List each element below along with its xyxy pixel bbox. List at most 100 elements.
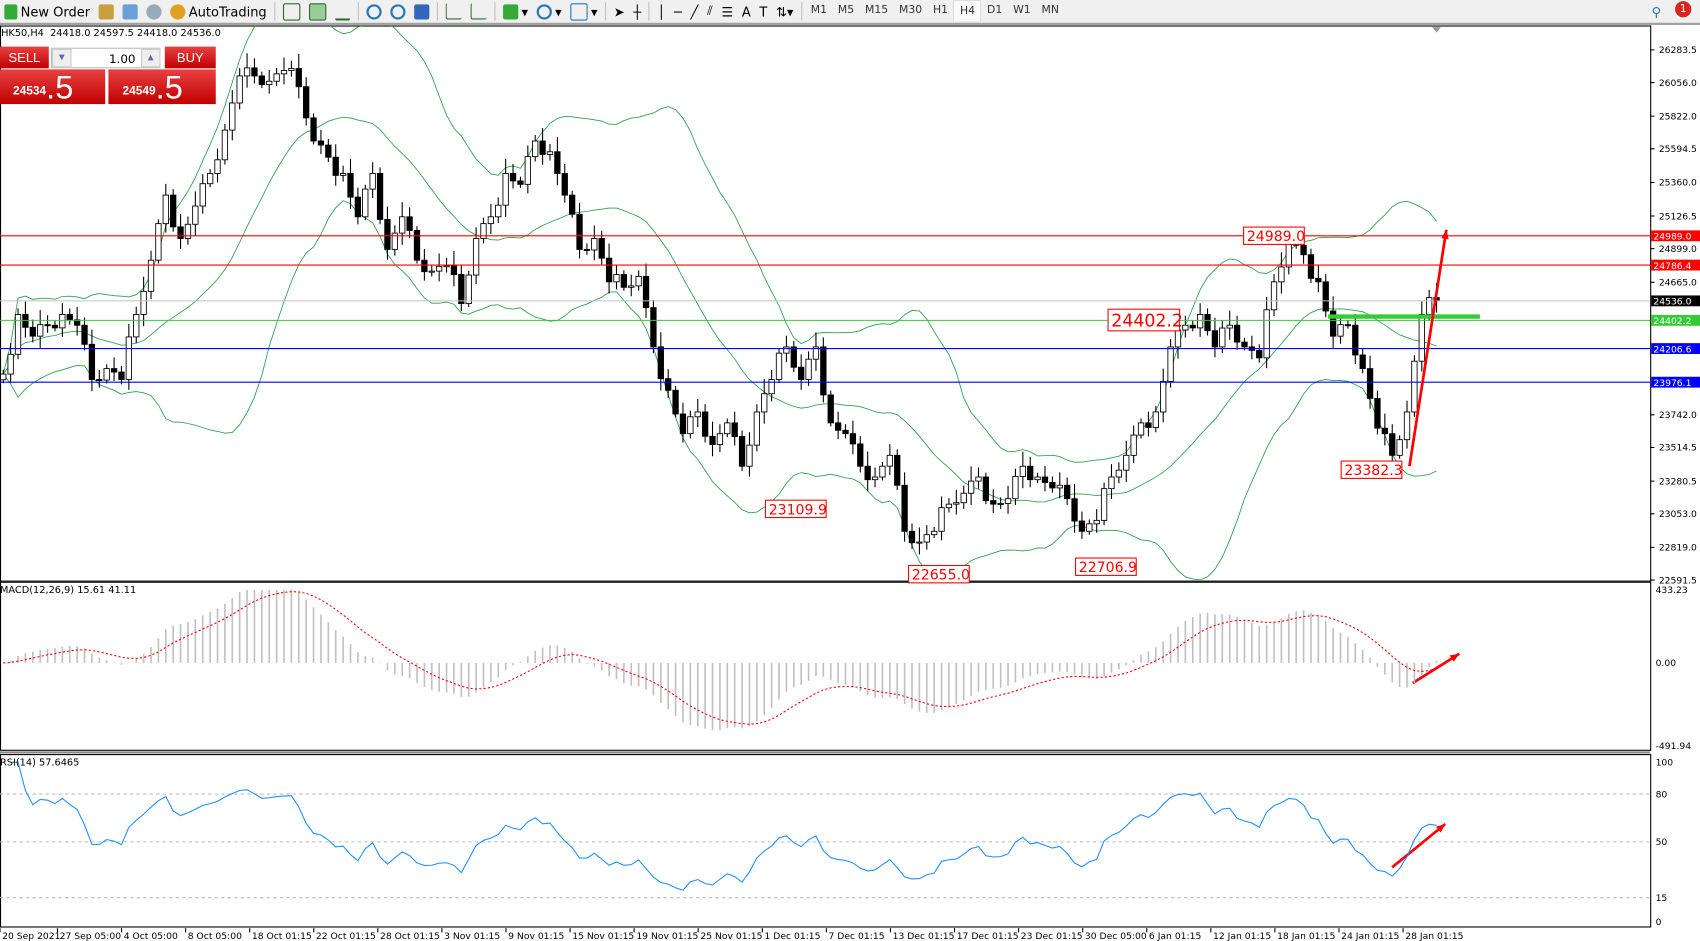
- metaeditor-button[interactable]: [94, 1, 118, 22]
- lot-decrease-button[interactable]: ▼: [52, 48, 72, 68]
- chart-shift-button[interactable]: [466, 1, 491, 22]
- candle-bear: [1344, 324, 1352, 327]
- candle-bull: [480, 223, 487, 239]
- price-annotation: 24402.2: [1111, 312, 1183, 332]
- candle-bear: [650, 307, 657, 348]
- search-button[interactable]: ⚲: [1647, 1, 1665, 22]
- timeframe-h1[interactable]: H1: [933, 4, 949, 17]
- price-tick-label: 24899.0: [1659, 244, 1697, 255]
- horizontal-line-tool[interactable]: ─: [670, 1, 687, 22]
- trend-arrow-price-head: [1441, 229, 1449, 240]
- templates-button[interactable]: ▾: [566, 1, 602, 22]
- indicators-icon: [503, 3, 519, 19]
- date-tick-label: 1 Dec 01:15: [764, 931, 820, 941]
- candle-bull: [1285, 243, 1292, 268]
- signals-button[interactable]: [142, 1, 166, 22]
- candle-bull: [369, 173, 376, 190]
- rsi-tick-label: 15: [1656, 893, 1668, 904]
- candle-bear: [731, 422, 738, 437]
- rsi-pane-frame: [0, 754, 1652, 928]
- text-label-tool[interactable]: T: [755, 1, 772, 22]
- price-tag-label: 24989.0: [1653, 232, 1691, 243]
- candle-bull: [495, 204, 502, 218]
- timeframe-m1[interactable]: M1: [810, 4, 828, 17]
- crosshair-tool[interactable]: ┼: [629, 1, 646, 22]
- periods-button[interactable]: ▾: [532, 1, 566, 22]
- candle-bear: [679, 413, 687, 435]
- timeframe-bar: M1 M5 M15 M30 H1 H4 D1 W1 MN: [805, 0, 1064, 23]
- timeframe-w1[interactable]: W1: [1013, 4, 1031, 17]
- price-annotation-box: [1340, 460, 1403, 479]
- candle-bull: [967, 480, 975, 494]
- timeframe-d1[interactable]: D1: [986, 4, 1003, 17]
- zoom-out-button[interactable]: [386, 1, 410, 22]
- trendline-tool[interactable]: ╱: [686, 1, 703, 22]
- equidistant-channel-tool[interactable]: ⫽: [703, 1, 717, 22]
- bollinger-middle: [2, 116, 1437, 503]
- candle-bear: [798, 366, 805, 380]
- candle-bear: [421, 259, 428, 273]
- price-annotation: 24989.0: [1247, 229, 1305, 245]
- candle-bull: [1108, 476, 1115, 490]
- cursor-tool[interactable]: ➤: [609, 1, 629, 22]
- candle-bull: [938, 507, 945, 532]
- tile-windows-button[interactable]: [410, 1, 434, 22]
- price-tick-label: 23280.5: [1659, 476, 1697, 487]
- timeframe-mn[interactable]: MN: [1041, 4, 1060, 17]
- candle-bull: [635, 275, 642, 287]
- trend-arrow-price: [1408, 229, 1448, 467]
- timeframe-m15[interactable]: M15: [865, 4, 889, 17]
- candle-bull: [916, 541, 923, 544]
- candle-bear: [1359, 354, 1366, 370]
- candle-bull: [997, 503, 1004, 505]
- line-chart-button[interactable]: [331, 1, 355, 22]
- zoom-in-icon: [366, 3, 382, 19]
- autotrading-button[interactable]: AutoTrading: [166, 1, 271, 22]
- date-tick-label: 13 Dec 01:15: [893, 931, 955, 941]
- timeframe-m5[interactable]: M5: [837, 4, 855, 17]
- buy-price-button[interactable]: 24549.5: [108, 69, 216, 106]
- candle-bear: [1300, 244, 1307, 256]
- candlestick-icon: [308, 2, 327, 21]
- candle-bull: [1115, 469, 1123, 478]
- vertical-line-tool[interactable]: │: [653, 1, 670, 22]
- rsi-label: RSI(14) 57.6465: [0, 757, 80, 769]
- arrows-tool[interactable]: ⇅▾: [772, 1, 798, 22]
- candle-bear: [1315, 277, 1322, 283]
- date-tick-label: 7 Dec 01:15: [829, 931, 885, 941]
- bar-chart-icon: [282, 2, 301, 21]
- fibonacci-tool[interactable]: ☰: [717, 1, 737, 22]
- autoscroll-button[interactable]: [441, 1, 466, 22]
- candle-bull: [1226, 324, 1233, 329]
- new-order-button[interactable]: New Order: [0, 1, 94, 22]
- price-tick-label: 25126.5: [1659, 211, 1697, 222]
- lot-size-input[interactable]: 1.00: [50, 47, 161, 69]
- date-tick-label: 6 Jan 01:15: [1149, 931, 1202, 941]
- text-tool[interactable]: A: [737, 1, 755, 22]
- price-tag-label: 24402.2: [1653, 316, 1691, 327]
- notification-badge[interactable]: 1: [1675, 1, 1692, 18]
- terminal-button[interactable]: [118, 1, 142, 22]
- buy-button-label[interactable]: BUY: [164, 46, 216, 69]
- indicators-button[interactable]: ▾: [499, 1, 533, 22]
- candle-bear: [332, 156, 339, 176]
- sell-price-button[interactable]: 24534.5: [0, 69, 106, 106]
- bar-chart-button[interactable]: [279, 1, 305, 22]
- candle-bear: [177, 226, 184, 239]
- sell-button[interactable]: SELL: [0, 46, 49, 69]
- candle-bear: [1374, 397, 1381, 429]
- candle-bull: [783, 346, 790, 354]
- zoom-in-button[interactable]: [362, 1, 386, 22]
- candle-bear: [1322, 281, 1329, 312]
- new-order-icon: [4, 3, 18, 19]
- price-chart[interactable]: 24989.0 24786.4 24536.0 24402.2 24206.6 23976…: [0, 25, 1700, 941]
- toolbar: New Order AutoTrading ▾ ▾ ▾ ➤ ┼ │ ─ ╱ ⫽ …: [0, 0, 1700, 25]
- candle-bear: [1352, 324, 1359, 356]
- candle-chart-button[interactable]: [305, 1, 331, 22]
- candle-bear: [738, 436, 746, 467]
- bollinger-upper: [2, 26, 1437, 463]
- lot-increase-button[interactable]: ▲: [140, 48, 161, 68]
- price-tag: [1651, 314, 1700, 326]
- timeframe-m30[interactable]: M30: [899, 4, 923, 17]
- timeframe-h4[interactable]: H4: [953, 0, 982, 23]
